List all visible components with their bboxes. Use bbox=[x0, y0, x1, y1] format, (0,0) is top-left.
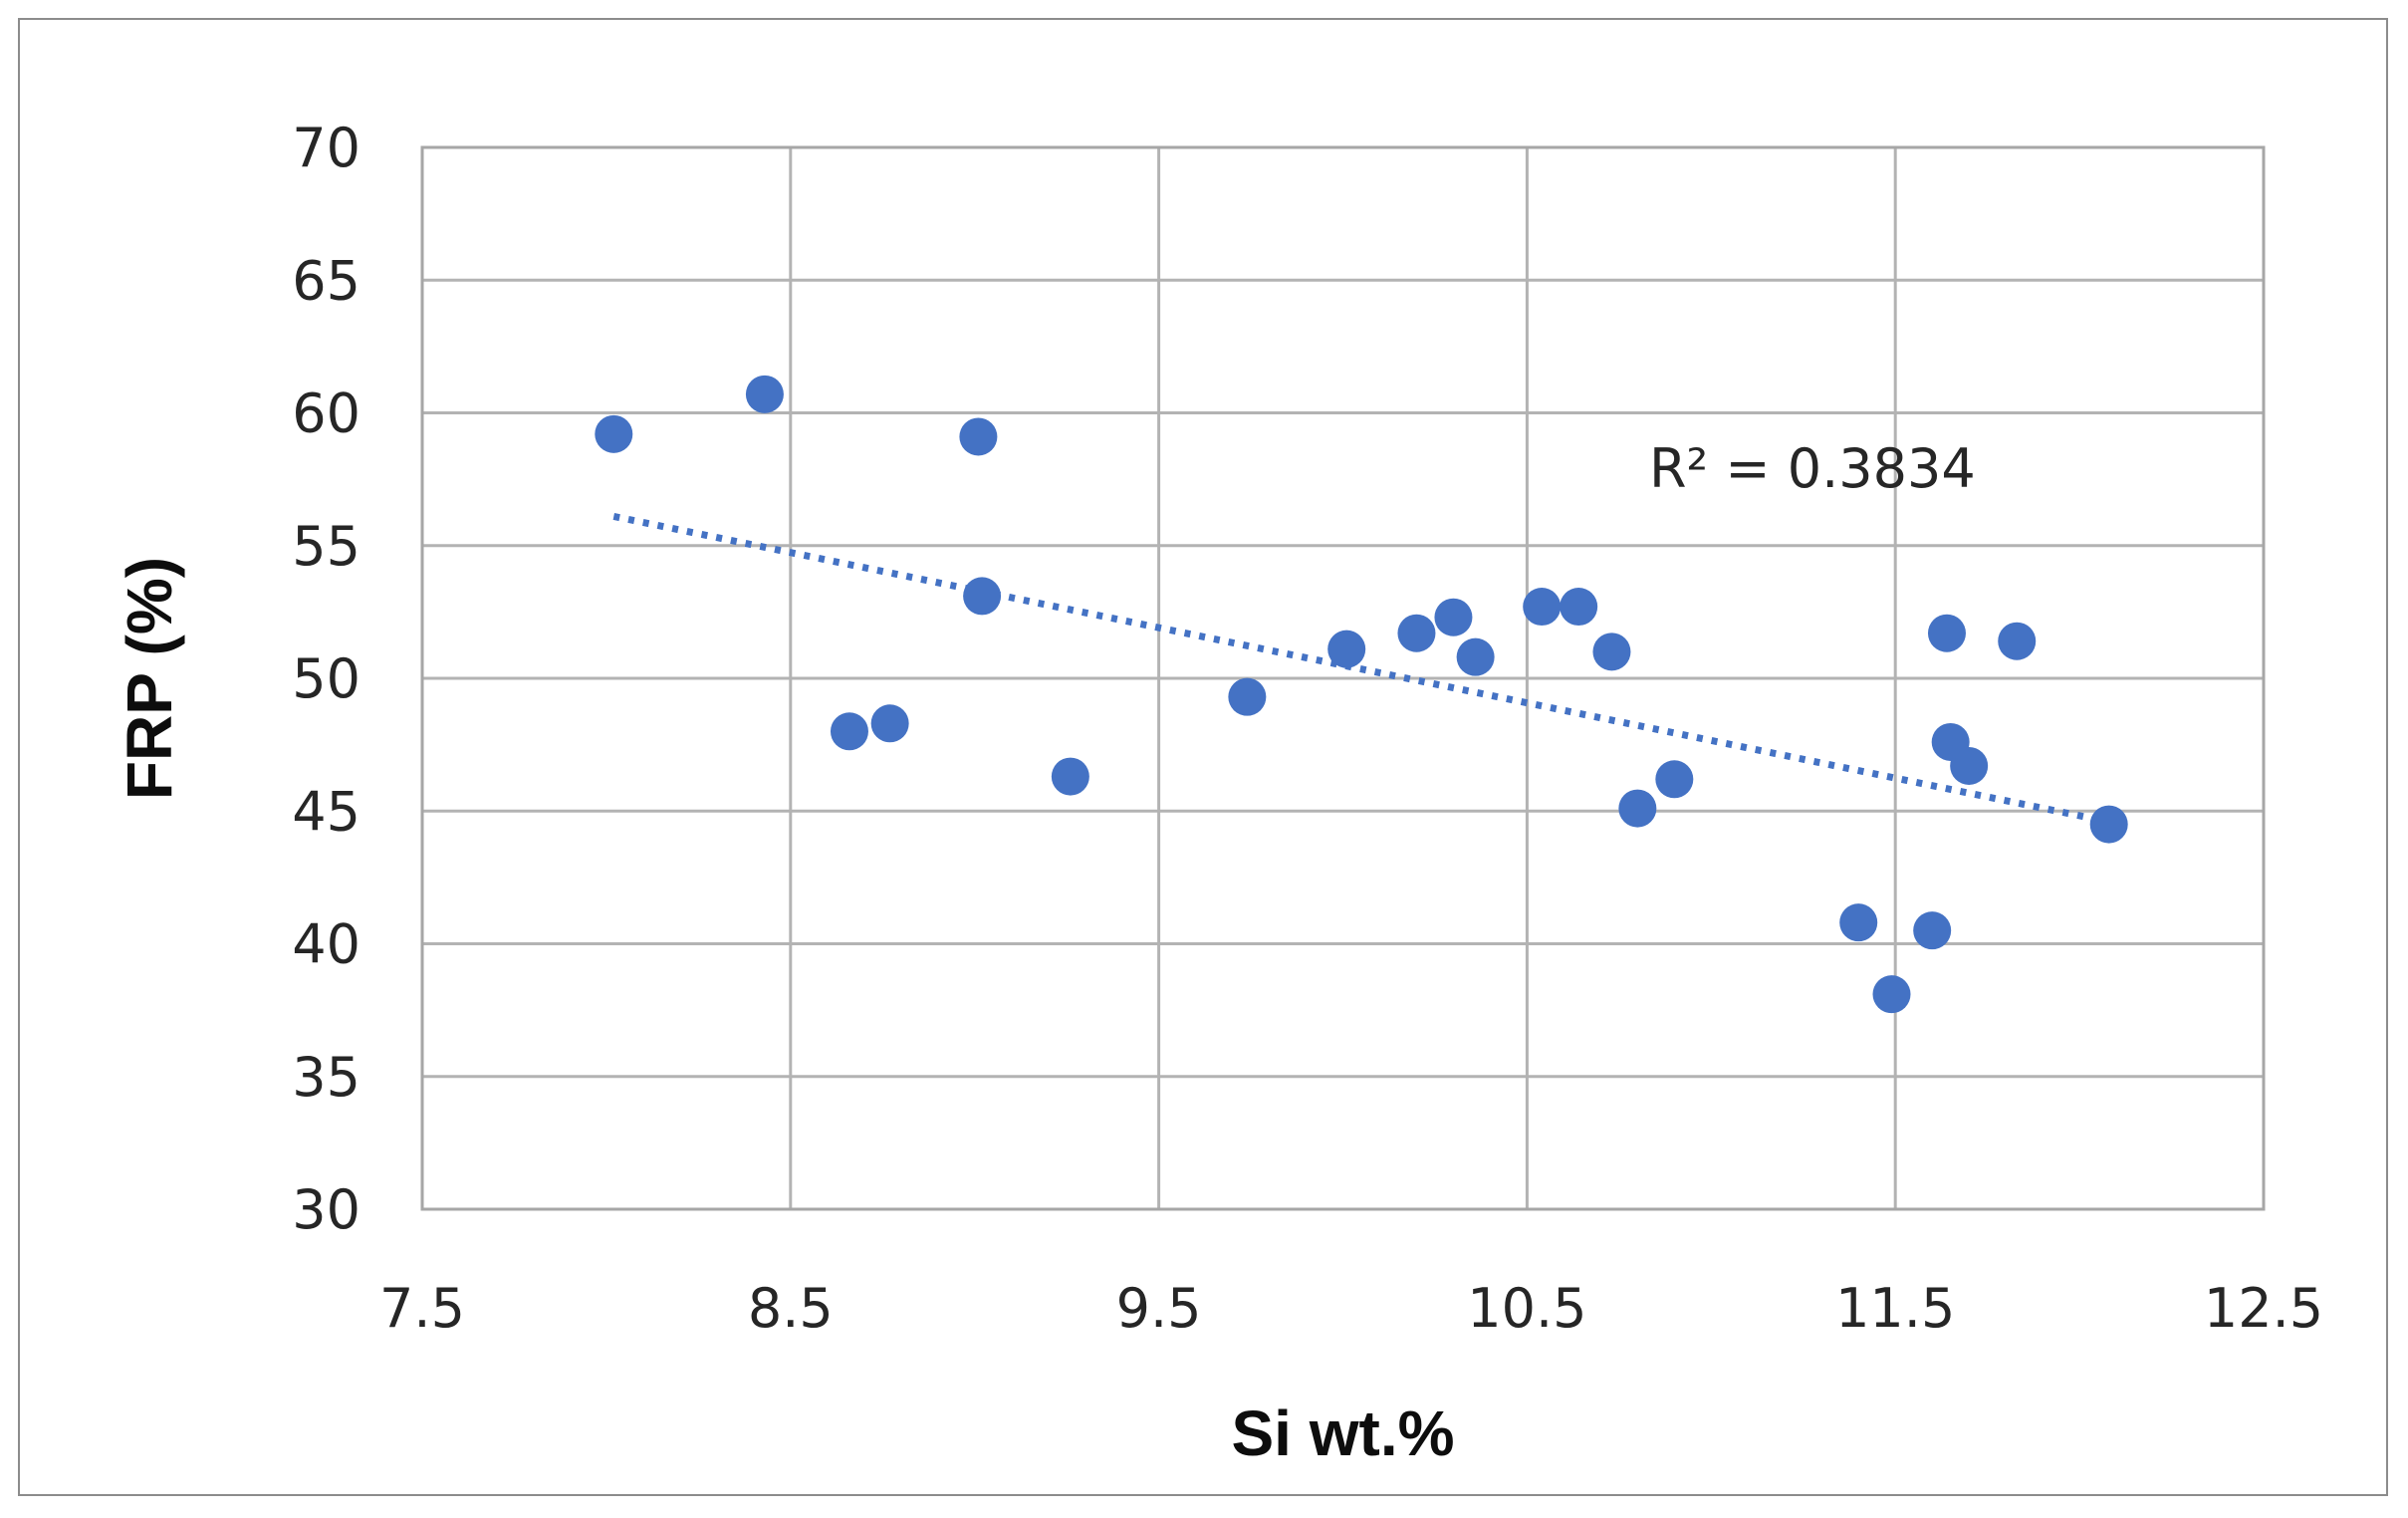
scatter-chart: 30 35 40 45 50 55 60 65 70 7.5 8.5 9.5 10.5 11.5 12.5… bbox=[114, 117, 2323, 1469]
chart-frame: 30 35 40 45 50 55 60 65 70 7.5 8.5 9.5 10.5 11.5 12.5… bbox=[18, 18, 2388, 1496]
data-point bbox=[595, 414, 633, 453]
data-points bbox=[595, 375, 2128, 1014]
y-tick-label: 40 bbox=[292, 913, 361, 976]
data-point bbox=[1655, 760, 1694, 799]
y-axis-title: FRP (%) bbox=[114, 557, 185, 800]
y-tick-label: 65 bbox=[292, 249, 361, 312]
r-squared-annotation: R² = 0.3834 bbox=[1649, 437, 1976, 500]
y-tick-label: 45 bbox=[292, 780, 361, 843]
data-point bbox=[1913, 911, 1952, 950]
data-point bbox=[1998, 622, 2037, 660]
y-tick-label: 60 bbox=[292, 382, 361, 445]
data-point bbox=[963, 577, 1002, 616]
data-point bbox=[959, 417, 998, 456]
x-tick-label: 12.5 bbox=[2204, 1277, 2323, 1340]
x-tick-label: 11.5 bbox=[1835, 1277, 1955, 1340]
data-point bbox=[1592, 632, 1631, 671]
data-point bbox=[1839, 903, 1878, 942]
y-tick-label: 35 bbox=[292, 1046, 361, 1109]
y-tick-label: 30 bbox=[292, 1178, 361, 1241]
x-tick-label: 10.5 bbox=[1467, 1277, 1586, 1340]
y-tick-label: 70 bbox=[292, 117, 361, 179]
data-point bbox=[1456, 637, 1495, 676]
y-tick-labels: 30 35 40 45 50 55 60 65 70 bbox=[292, 117, 361, 1241]
data-point bbox=[1434, 598, 1473, 636]
data-point bbox=[1560, 588, 1598, 627]
x-tick-label: 7.5 bbox=[379, 1277, 465, 1340]
x-axis-title: Si wt.% bbox=[1231, 1397, 1454, 1469]
data-point bbox=[2089, 805, 2128, 844]
x-tick-label: 9.5 bbox=[1116, 1277, 1202, 1340]
data-point bbox=[1872, 975, 1911, 1014]
y-tick-label: 50 bbox=[292, 647, 361, 710]
data-point bbox=[1618, 789, 1657, 828]
data-point bbox=[1228, 677, 1267, 716]
x-tick-label: 8.5 bbox=[748, 1277, 834, 1340]
data-point bbox=[1950, 746, 1989, 785]
data-point bbox=[745, 375, 784, 413]
plot-area-border bbox=[420, 145, 2266, 1211]
data-point bbox=[870, 704, 909, 743]
data-point bbox=[1397, 614, 1436, 652]
data-point bbox=[1051, 757, 1089, 796]
data-point bbox=[830, 712, 868, 751]
data-point bbox=[1327, 630, 1366, 668]
x-tick-labels: 7.5 8.5 9.5 10.5 11.5 12.5 bbox=[379, 1277, 2323, 1340]
data-point bbox=[1523, 588, 1562, 627]
trendline bbox=[612, 513, 2110, 826]
grid-lines bbox=[420, 145, 2266, 1211]
data-point bbox=[1927, 614, 1966, 652]
y-tick-label: 55 bbox=[292, 515, 361, 578]
